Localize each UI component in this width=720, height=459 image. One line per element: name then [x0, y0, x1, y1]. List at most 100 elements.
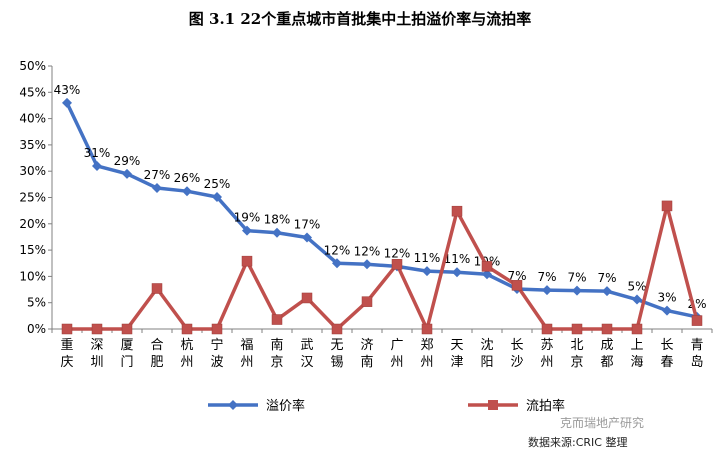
legend-marker-1 [228, 400, 238, 410]
data-point-failure [631, 323, 643, 335]
data-point-premium [122, 168, 132, 179]
x-tick-label-bottom: 肥 [150, 355, 163, 370]
data-label: 7% [537, 270, 556, 284]
y-tick-label: 30% [19, 164, 46, 178]
legend-label-1: 溢价率 [266, 398, 305, 414]
x-tick-label-top: 长 [660, 338, 673, 353]
y-tick-label: 35% [19, 138, 46, 152]
x-tick-label-bottom: 门 [120, 355, 133, 370]
y-tick-label: 0% [27, 322, 46, 336]
chart-title: 图 3.1 22个重点城市首批集中土拍溢价率与流拍率 [188, 10, 532, 28]
x-tick-label-bottom: 春 [660, 355, 673, 370]
data-point-premium [302, 232, 312, 243]
x-tick-label-top: 重 [60, 337, 73, 353]
data-point-premium [152, 183, 162, 194]
data-point-failure [661, 200, 673, 212]
x-tick-label-top: 北 [570, 338, 583, 353]
x-tick-label-bottom: 锡 [330, 355, 343, 370]
data-point-failure [151, 283, 163, 294]
data-point-failure [361, 296, 373, 307]
x-tick-label-top: 福 [240, 338, 253, 353]
x-tick-label-bottom: 圳 [90, 355, 103, 370]
x-tick-label-bottom: 都 [600, 355, 613, 370]
data-point-failure [331, 323, 343, 335]
y-tick-label: 25% [19, 191, 46, 205]
series-line-1 [65, 102, 698, 319]
x-tick-label-bottom: 州 [390, 355, 403, 370]
data-label: 7% [597, 271, 616, 285]
x-tick-label-bottom: 沙 [510, 355, 523, 370]
x-tick-label-top: 成 [600, 338, 613, 353]
data-point-failure [91, 323, 103, 335]
watermark-text: 克而瑞地产研究 [560, 416, 645, 430]
x-tick-label-top: 沈 [480, 338, 493, 353]
data-point-premium [422, 266, 432, 277]
data-point-failure [451, 205, 463, 217]
data-label: 27% [144, 168, 171, 182]
data-point-failure [421, 323, 433, 335]
y-tick-label: 10% [19, 269, 46, 283]
x-tick-label-bottom: 州 [180, 355, 193, 370]
x-tick-label-top: 武 [300, 338, 313, 353]
x-tick-label-bottom: 州 [420, 355, 433, 370]
data-point-premium [92, 160, 102, 171]
x-tick-label-top: 上 [630, 338, 643, 353]
x-tick-label-top: 济 [360, 338, 373, 353]
data-label: 31% [84, 146, 111, 160]
x-tick-label-top: 郑 [420, 338, 433, 353]
x-tick-label-bottom: 州 [540, 355, 553, 370]
y-tick-label: 50% [19, 59, 46, 73]
x-tick-label-top: 宁 [210, 337, 223, 353]
data-point-premium [602, 286, 612, 297]
y-tick-label: 40% [19, 112, 46, 126]
data-point-premium [242, 225, 252, 236]
data-label: 17% [294, 217, 321, 231]
x-tick-label-bottom: 南 [360, 354, 373, 370]
x-tick-label-top: 广 [390, 338, 403, 353]
data-point-failure [241, 255, 253, 267]
data-point-premium [482, 269, 492, 280]
x-tick-label-top: 合 [150, 338, 163, 353]
data-point-failure [121, 323, 133, 335]
y-tick-label: 15% [19, 243, 46, 257]
data-label: 29% [114, 154, 141, 168]
data-point-failure [61, 323, 73, 335]
x-tick-label-top: 青 [690, 338, 703, 353]
x-tick-label-top: 天 [450, 338, 463, 353]
data-label: 3% [657, 291, 676, 305]
data-point-failure [691, 315, 703, 326]
data-label: 11% [414, 251, 441, 265]
y-tick-label: 5% [27, 296, 46, 310]
data-label: 7% [507, 269, 526, 283]
x-tick-label-top: 长 [510, 338, 523, 353]
data-point-failure [181, 323, 193, 335]
data-label: 7% [567, 271, 586, 285]
data-point-premium [212, 191, 222, 202]
data-point-premium [632, 294, 642, 305]
data-label: 26% [174, 171, 201, 185]
data-point-failure [301, 292, 313, 304]
data-label: 12% [354, 244, 381, 258]
x-tick-label-top: 无 [330, 338, 343, 353]
data-point-failure [391, 259, 403, 270]
x-tick-label-bottom: 波 [210, 355, 223, 370]
x-tick-label-bottom: 京 [270, 355, 283, 370]
x-tick-label-top: 南 [270, 337, 283, 353]
x-tick-label-top: 苏 [540, 337, 553, 353]
data-point-premium [272, 227, 282, 238]
x-tick-label-bottom: 海 [630, 355, 643, 370]
data-point-failure [601, 323, 613, 335]
x-tick-label-bottom: 京 [570, 355, 583, 370]
data-label: 18% [264, 213, 291, 227]
data-point-premium [182, 186, 192, 197]
data-point-premium [662, 305, 672, 316]
data-point-failure [481, 261, 493, 272]
data-label: 19% [234, 211, 261, 225]
data-label: 5% [627, 280, 646, 294]
x-tick-label-bottom: 津 [450, 355, 463, 370]
y-tick-label: 45% [19, 85, 46, 99]
x-tick-label-bottom: 阳 [480, 355, 493, 370]
x-tick-label-bottom: 汉 [300, 355, 313, 370]
data-point-failure [571, 323, 583, 335]
